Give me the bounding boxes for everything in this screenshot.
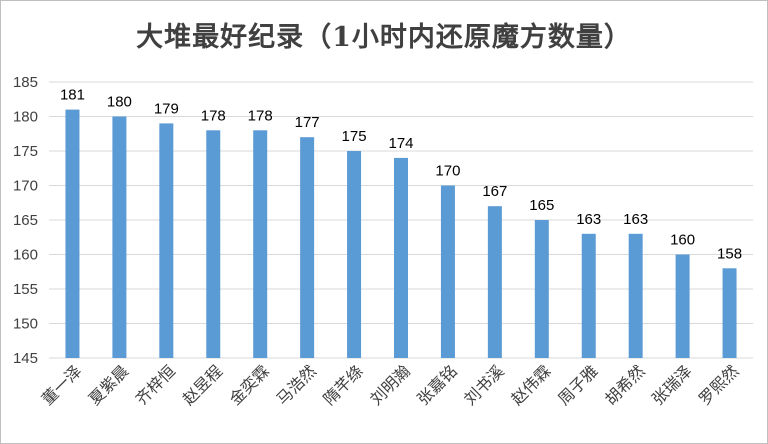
bar [300,137,315,358]
data-label: 158 [717,245,742,262]
data-label: 181 [60,87,85,104]
y-tick-label: 155 [13,281,38,298]
chart-title: 大堆最好纪录（1小时内还原魔方数量） [136,22,632,53]
data-label: 163 [576,211,601,228]
y-tick-label: 165 [13,212,38,229]
y-tick-label: 175 [13,143,38,160]
data-label: 178 [201,107,226,124]
x-tick-label: 金奕霖 [226,361,273,408]
data-label: 175 [342,128,367,145]
bar [65,109,80,358]
data-label: 180 [107,94,132,111]
bar [534,220,549,358]
y-tick-label: 180 [13,109,38,126]
data-labels: 181 180 179 178 178 177 175 174 170 167 165 163 163 1… [60,87,742,263]
data-label: 170 [435,163,460,180]
x-tick-label: 夏紫晨 [85,361,132,408]
bar [206,130,221,358]
data-label: 179 [154,100,179,117]
bars [65,109,737,359]
x-tick-label: 胡希然 [601,361,648,408]
bar [347,151,362,358]
data-label: 160 [670,232,695,249]
bar [253,130,268,358]
bar [487,206,502,358]
x-tick-label: 马浩然 [273,361,320,408]
bar [394,157,408,358]
x-tick-label: 周子雅 [554,361,601,408]
y-tick-label: 145 [13,350,38,367]
data-label: 165 [529,197,554,214]
y-tick-label: 160 [13,247,38,264]
x-tick-label: 罗熙然 [695,361,742,408]
bar [722,268,737,358]
y-tick-label: 185 [13,74,38,91]
y-tick-label: 170 [13,178,38,195]
x-tick-label: 董一泽 [38,361,85,408]
y-axis: 145 150 155 160 165 170 175 180 185 [13,74,38,367]
x-tick-label: 张瑞泽 [648,361,695,408]
x-axis: 董一泽 夏紫晨 齐梓恒 赵昱程 金奕霖 马浩然 隋芊绦 刘明瀚 张嘉铭 刘书溪 赵伟霖 周子雅 胡希然张… [38,361,742,408]
x-tick-label: 齐梓恒 [132,361,179,408]
y-tick-label: 150 [13,316,38,333]
bar [628,233,643,358]
x-tick-label: 赵昱程 [179,361,226,408]
data-label: 178 [248,107,273,124]
data-label: 163 [623,211,648,228]
x-tick-label: 刘明瀚 [366,361,413,408]
data-label: 177 [295,114,320,131]
bar [159,123,174,359]
bar [675,254,690,358]
x-tick-label: 张嘉铭 [413,361,460,408]
bar [440,185,455,358]
x-tick-label: 刘书溪 [460,361,507,408]
x-tick-label: 赵伟霖 [507,361,554,408]
data-label: 167 [482,183,507,200]
data-label: 174 [388,135,413,152]
x-tick-label: 隋芊绦 [320,361,367,408]
bar [112,116,127,358]
bar [581,233,596,358]
